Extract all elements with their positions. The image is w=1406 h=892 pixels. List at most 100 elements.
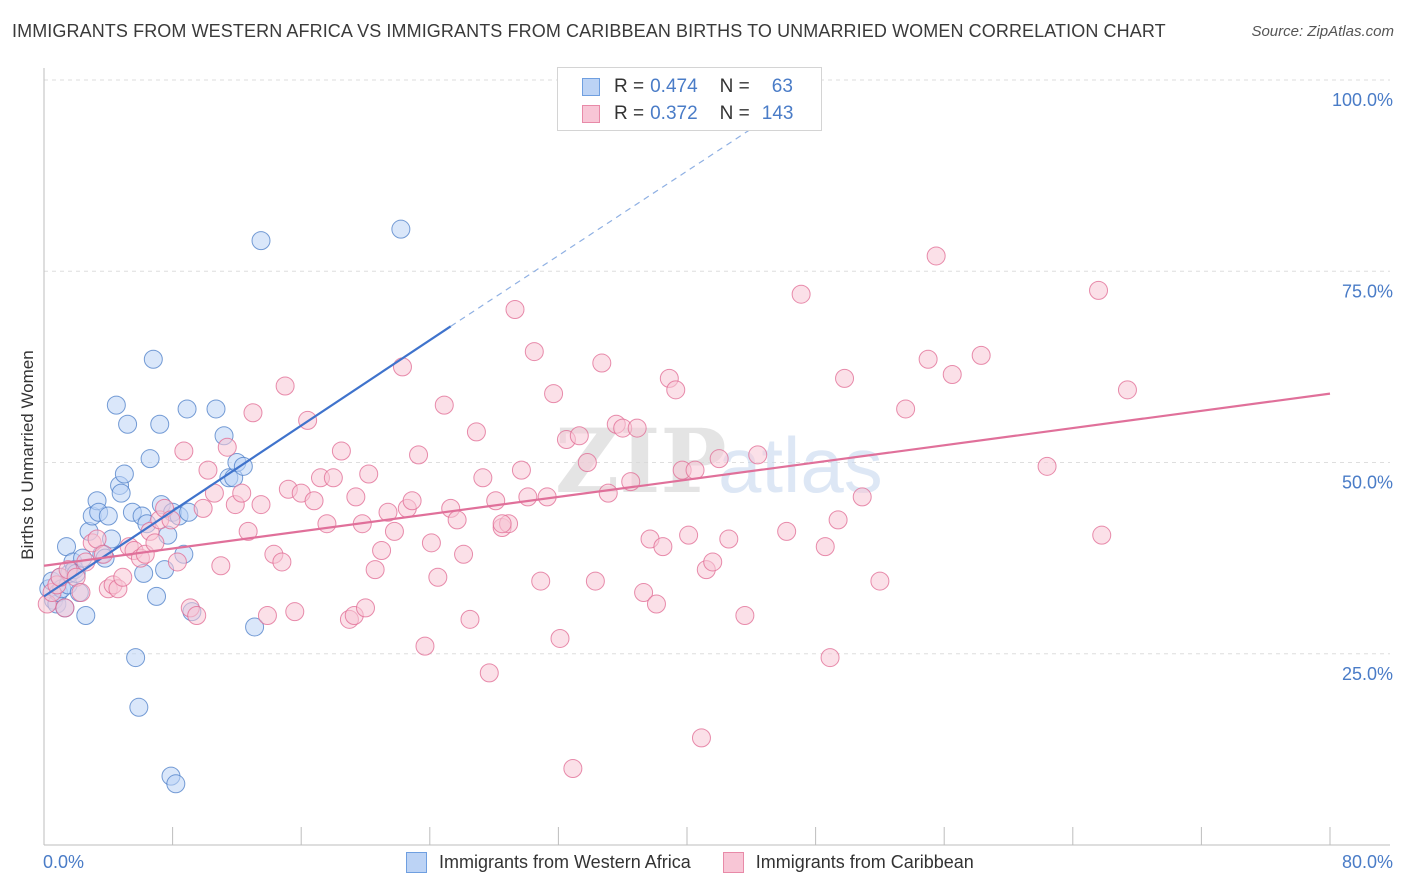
point-caribbean xyxy=(544,384,564,404)
point-caribbean xyxy=(926,246,946,266)
point-western-africa xyxy=(134,563,154,583)
point-caribbean xyxy=(870,571,890,591)
point-caribbean xyxy=(217,437,237,457)
point-caribbean xyxy=(257,606,277,625)
point-western-africa xyxy=(106,395,126,415)
legend-r-value: 0.372 xyxy=(650,103,698,124)
point-caribbean xyxy=(198,460,218,480)
point-caribbean xyxy=(211,556,231,576)
point-caribbean xyxy=(167,552,187,572)
trendline-western-africa xyxy=(43,325,452,598)
point-caribbean xyxy=(835,368,855,388)
point-caribbean xyxy=(852,487,872,507)
legend-r-value: 0.474 xyxy=(650,76,698,97)
point-caribbean xyxy=(365,560,385,580)
series-label-western-africa: Immigrants from Western Africa xyxy=(439,852,691,872)
point-caribbean xyxy=(428,567,448,587)
point-caribbean xyxy=(460,609,480,629)
point-caribbean xyxy=(815,537,835,557)
point-caribbean xyxy=(820,648,840,668)
point-western-africa xyxy=(129,697,149,717)
point-western-africa xyxy=(118,414,138,434)
point-caribbean xyxy=(323,468,343,488)
point-caribbean xyxy=(518,487,538,507)
point-caribbean xyxy=(666,380,686,400)
point-caribbean xyxy=(272,552,292,572)
point-caribbean xyxy=(356,598,375,618)
point-caribbean xyxy=(896,399,916,419)
legend-swatch-caribbean xyxy=(582,105,600,123)
point-caribbean xyxy=(378,502,398,522)
point-caribbean xyxy=(942,365,962,385)
point-caribbean xyxy=(409,445,429,465)
point-caribbean xyxy=(569,426,589,446)
point-caribbean xyxy=(113,567,133,587)
point-western-africa xyxy=(114,464,134,484)
point-caribbean xyxy=(243,403,263,423)
point-western-africa xyxy=(98,506,118,526)
point-caribbean xyxy=(251,495,271,515)
point-caribbean xyxy=(685,460,705,480)
y-tick-label: 100.0% xyxy=(1332,90,1393,110)
point-caribbean xyxy=(653,537,673,557)
legend-n-label: N = xyxy=(719,103,750,124)
point-caribbean xyxy=(634,583,654,603)
point-caribbean xyxy=(971,345,991,365)
point-caribbean xyxy=(193,498,213,518)
point-western-africa xyxy=(126,648,146,668)
point-caribbean xyxy=(1089,280,1109,300)
point-caribbean xyxy=(592,353,612,373)
x-tick-label-min: 0.0% xyxy=(43,852,85,872)
point-caribbean xyxy=(238,521,258,541)
legend-swatch-western-africa xyxy=(582,78,600,96)
point-caribbean xyxy=(577,453,597,472)
point-western-africa xyxy=(143,349,163,369)
y-tick-label: 25.0% xyxy=(1342,664,1393,684)
point-caribbean xyxy=(735,606,755,625)
point-caribbean xyxy=(415,636,435,656)
point-caribbean xyxy=(627,418,647,438)
point-caribbean xyxy=(563,759,583,778)
point-caribbean xyxy=(232,483,252,503)
y-tick-label: 50.0% xyxy=(1342,473,1393,493)
point-caribbean xyxy=(71,583,91,603)
legend-r-label: R = xyxy=(614,103,645,124)
point-caribbean xyxy=(359,464,379,484)
point-caribbean xyxy=(317,514,337,534)
x-tick-label-max: 80.0% xyxy=(1341,852,1393,872)
y-tick-label: 75.0% xyxy=(1342,281,1393,301)
point-caribbean xyxy=(1092,525,1112,545)
point-caribbean xyxy=(473,468,493,488)
point-western-africa xyxy=(150,414,170,434)
series-label-caribbean: Immigrants from Caribbean xyxy=(755,852,974,872)
point-caribbean xyxy=(447,510,467,530)
series-legend-item-caribbean: Immigrants from Caribbean xyxy=(722,852,974,873)
point-caribbean xyxy=(598,483,618,503)
legend-row-caribbean: R = 0.372 N = 143 xyxy=(582,103,793,125)
point-caribbean xyxy=(174,441,194,461)
point-caribbean xyxy=(304,491,324,511)
point-western-africa xyxy=(177,399,197,419)
point-western-africa xyxy=(166,774,186,794)
point-caribbean xyxy=(402,491,422,511)
point-caribbean xyxy=(466,422,486,442)
trendline-western-africa-extension xyxy=(450,117,768,327)
point-western-africa xyxy=(206,399,226,419)
point-caribbean xyxy=(275,376,295,396)
point-caribbean xyxy=(346,487,366,507)
legend-row-western-africa: R = 0.474 N = 63 xyxy=(582,76,793,98)
point-caribbean xyxy=(719,529,739,549)
point-caribbean xyxy=(777,521,797,541)
legend-r-label: R = xyxy=(614,76,645,97)
point-caribbean xyxy=(285,602,305,622)
series-swatch-caribbean xyxy=(722,852,744,873)
point-caribbean xyxy=(691,728,711,748)
point-western-africa xyxy=(140,449,160,469)
point-caribbean xyxy=(709,449,729,469)
series-swatch-western-africa xyxy=(406,852,427,873)
source-label: Source: ZipAtlas.com xyxy=(1251,23,1394,40)
point-western-africa xyxy=(147,586,167,606)
point-caribbean xyxy=(918,349,938,369)
point-caribbean xyxy=(1037,456,1057,476)
